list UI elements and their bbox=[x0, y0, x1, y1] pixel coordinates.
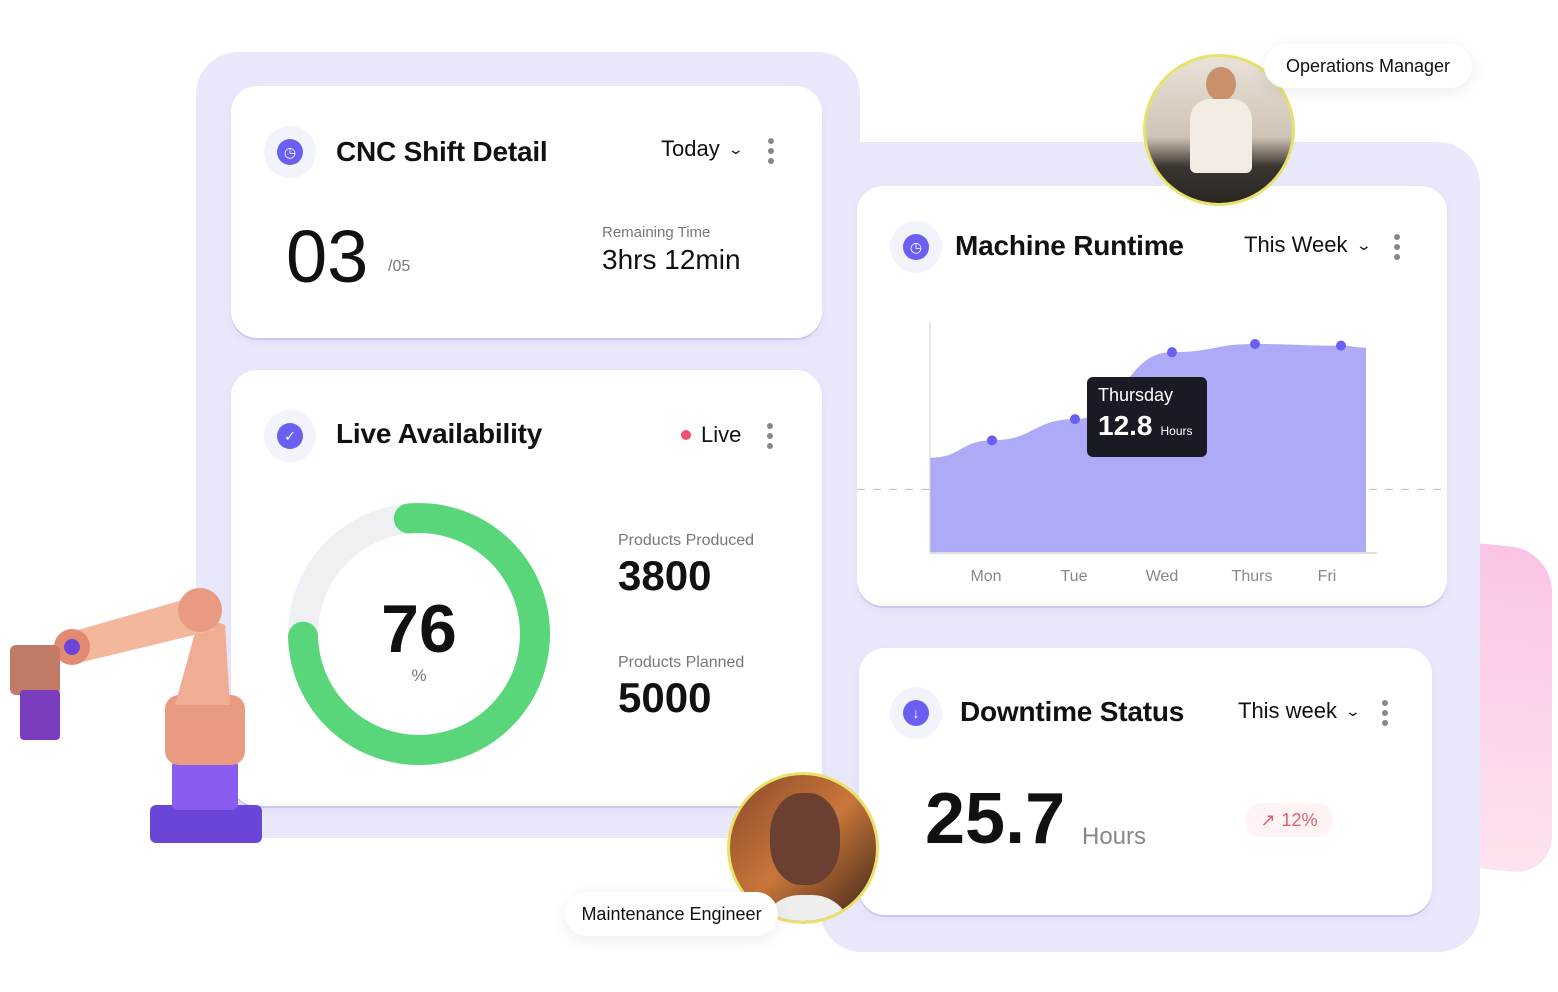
chevron-down-icon: ⌄ bbox=[727, 140, 744, 157]
planned-label: Products Planned bbox=[618, 654, 745, 671]
chevron-down-icon: ⌄ bbox=[1344, 702, 1362, 719]
downtime-card: ↓ Downtime Status This week ⌄ 25.7 Hours … bbox=[859, 648, 1432, 915]
period-label: This week bbox=[1238, 698, 1338, 723]
more-menu-icon[interactable] bbox=[1381, 700, 1389, 726]
produced-value: 3800 bbox=[618, 552, 712, 599]
period-dropdown[interactable]: This week ⌄ bbox=[1238, 698, 1362, 724]
shift-total: /05 bbox=[388, 258, 411, 275]
period-label: This Week bbox=[1244, 232, 1348, 257]
change-value: 12% bbox=[1281, 809, 1318, 830]
chart-tooltip: Thursday 12.8 Hours bbox=[1087, 377, 1207, 457]
card-title: Live Availability bbox=[336, 418, 543, 449]
cnc-shift-card: ◷ CNC Shift Detail Today ⌄ 03 /05 Remaini… bbox=[231, 86, 822, 338]
card-title: Downtime Status bbox=[960, 696, 1185, 727]
period-dropdown[interactable]: Today ⌄ bbox=[661, 136, 744, 162]
more-menu-icon[interactable] bbox=[1393, 234, 1401, 260]
robot-arm-illustration bbox=[10, 588, 262, 843]
availability-card: ✓ Live Availability Live 76 % Products P… bbox=[231, 370, 822, 806]
operations-manager-label: Operations Manager bbox=[1264, 44, 1472, 88]
ring-progress bbox=[288, 503, 550, 765]
planned-value: 5000 bbox=[618, 674, 712, 721]
downtime-unit: Hours bbox=[1082, 823, 1147, 850]
live-dot-icon bbox=[681, 430, 691, 440]
card-title: CNC Shift Detail bbox=[336, 136, 548, 167]
chevron-down-icon: ⌄ bbox=[1355, 236, 1372, 253]
more-menu-icon[interactable] bbox=[767, 138, 775, 164]
arrow-up-right-icon: ↗ bbox=[1260, 809, 1276, 830]
clock-icon: ◷ bbox=[264, 126, 316, 178]
remaining-label: Remaining Time bbox=[602, 224, 711, 241]
more-menu-icon[interactable] bbox=[766, 423, 774, 449]
card-title: Machine Runtime bbox=[955, 230, 1184, 261]
clock-icon: ◷ bbox=[890, 221, 942, 273]
change-badge: ↗ 12% bbox=[1245, 803, 1333, 837]
shift-current: 03 bbox=[286, 215, 369, 298]
person-head bbox=[1206, 67, 1236, 101]
live-status: Live bbox=[681, 422, 741, 448]
percent-unit: % bbox=[411, 666, 427, 685]
period-label: Today bbox=[661, 136, 720, 161]
check-circle-icon: ✓ bbox=[264, 410, 316, 462]
availability-percent: 76 bbox=[381, 591, 457, 667]
downtime-value: 25.7 bbox=[925, 779, 1066, 859]
produced-label: Products Produced bbox=[618, 532, 755, 549]
tooltip-day: Thursday bbox=[1098, 385, 1174, 405]
person-shirt bbox=[1190, 99, 1252, 173]
availability-ring bbox=[288, 503, 550, 765]
person-head bbox=[770, 793, 840, 885]
arrow-down-circle-icon: ↓ bbox=[890, 687, 942, 739]
tooltip-value: 12.8 bbox=[1098, 410, 1153, 441]
live-label: Live bbox=[701, 422, 742, 447]
remaining-value: 3hrs 12min bbox=[602, 244, 741, 275]
maintenance-engineer-label: Maintenance Engineer bbox=[565, 892, 778, 936]
period-dropdown[interactable]: This Week ⌄ bbox=[1244, 232, 1372, 258]
tooltip-unit: Hours bbox=[1160, 424, 1193, 438]
